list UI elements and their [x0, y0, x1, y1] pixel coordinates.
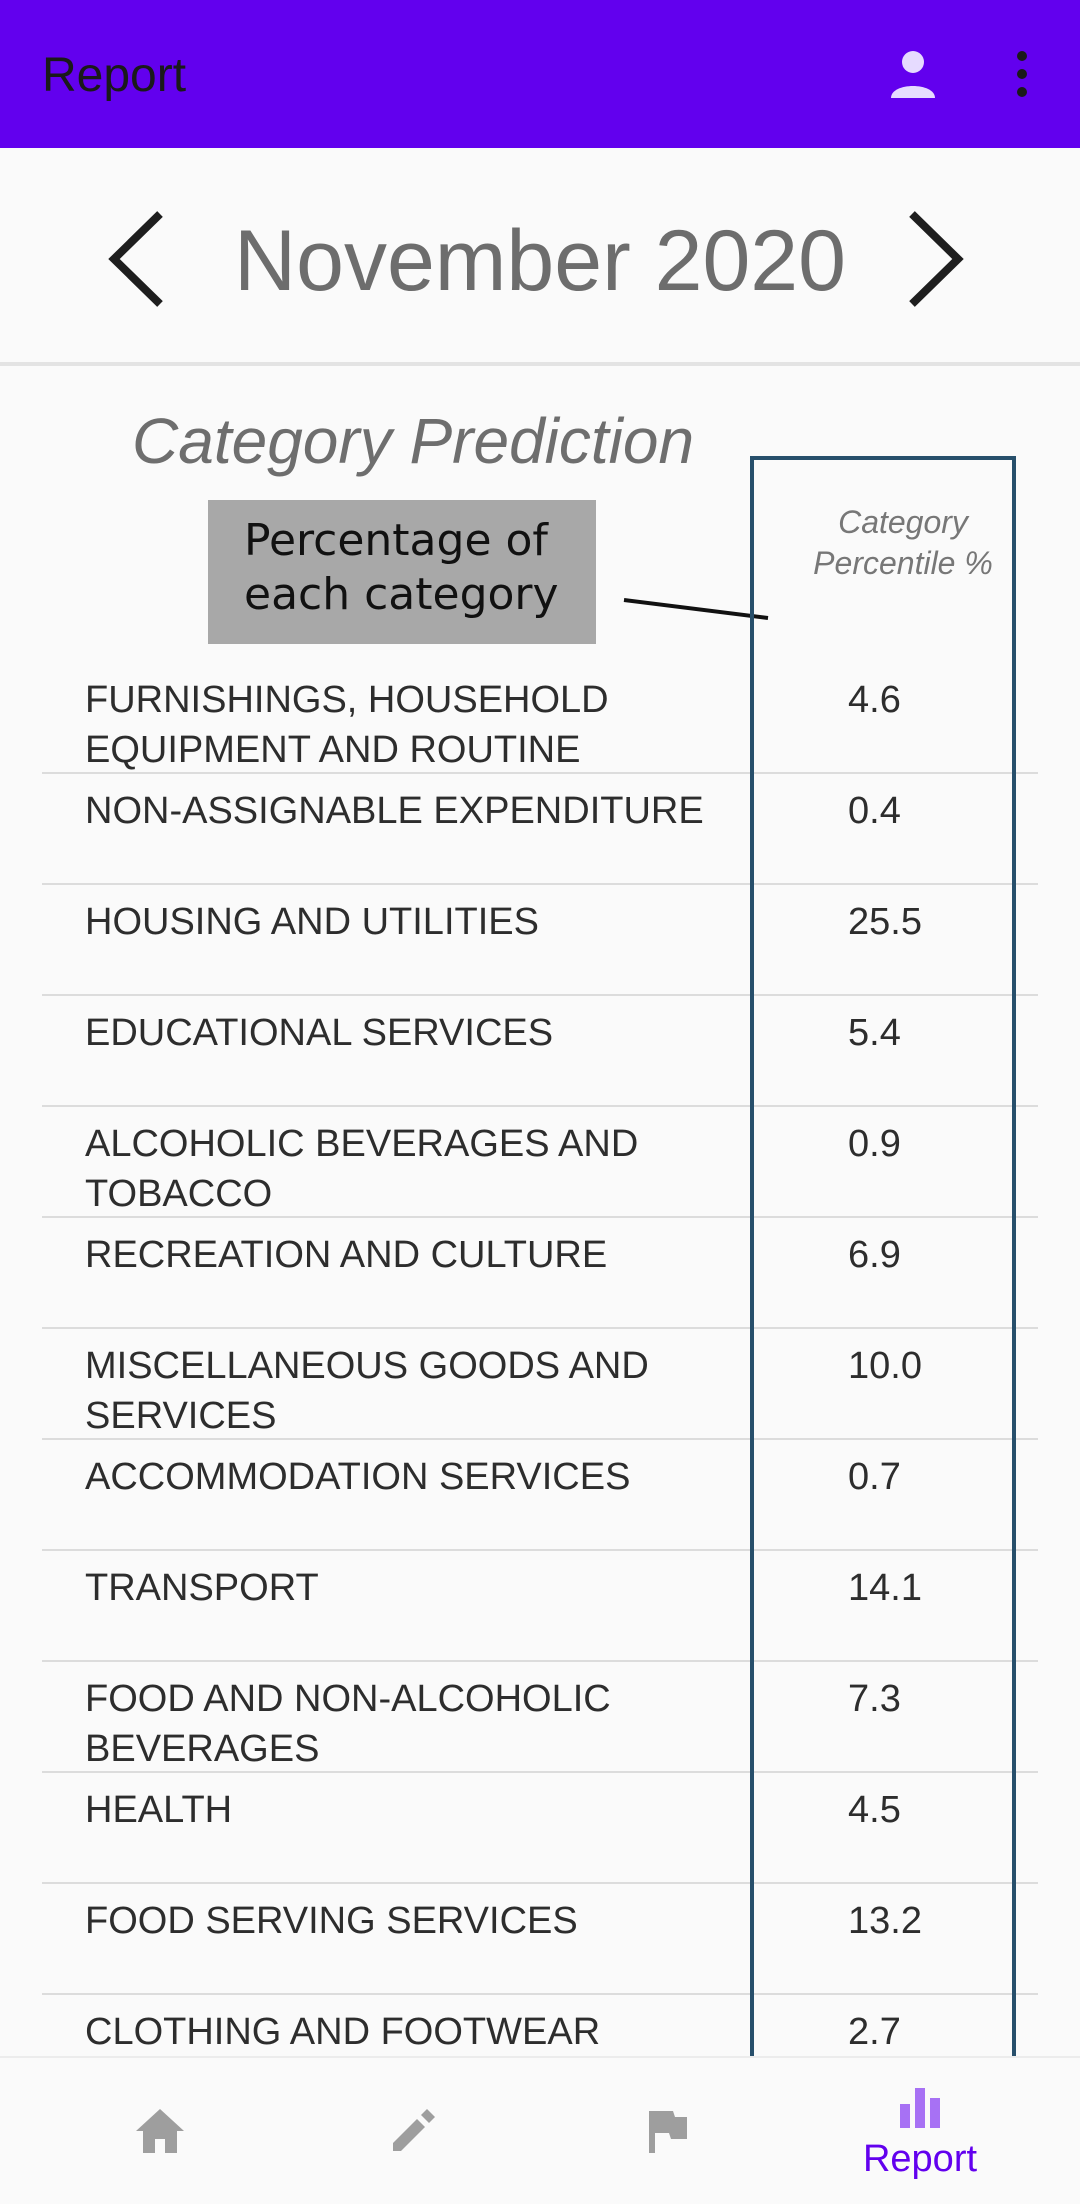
category-label: RECREATION AND CULTURE: [85, 1234, 608, 1276]
column-header-line-2: Percentile %: [813, 545, 993, 581]
section-title: Category Prediction: [132, 405, 695, 477]
column-header-line-1: Category: [838, 504, 968, 540]
category-label: NON-ASSIGNABLE EXPENDITURE: [85, 790, 704, 832]
month-label: November 2020: [234, 213, 846, 309]
table-row: FOOD SERVING SERVICES 13.2: [42, 1884, 1038, 1995]
app-title: Report: [42, 49, 187, 102]
category-label: FOOD AND NON-ALCOHOLIC BEVERAGES: [85, 1678, 611, 1770]
category-label: TRANSPORT: [85, 1567, 319, 1609]
annotation-line-2: each category: [244, 569, 559, 620]
edit-icon: [393, 2109, 435, 2151]
account-icon: [891, 51, 935, 98]
category-label: CLOTHING AND FOOTWEAR: [85, 2011, 601, 2053]
category-label: HEALTH: [85, 1789, 233, 1831]
more-options-button[interactable]: [1000, 44, 1044, 104]
category-percentile: 2.7: [848, 2011, 901, 2053]
category-label: ACCOMMODATION SERVICES: [85, 1456, 631, 1498]
table-row: TRANSPORT 14.1: [42, 1551, 1038, 1662]
category-percentile: 0.9: [848, 1123, 901, 1165]
table-row: EDUCATIONAL SERVICES 5.4: [42, 996, 1038, 1107]
category-percentile: 5.4: [848, 1012, 901, 1054]
table-row: ACCOMMODATION SERVICES 0.7: [42, 1440, 1038, 1551]
table-row: NON-ASSIGNABLE EXPENDITURE 0.4: [42, 774, 1038, 885]
table-row: MISCELLANEOUS GOODS AND SERVICES 10.0: [42, 1329, 1038, 1440]
category-label: HOUSING AND UTILITIES: [85, 901, 539, 943]
nav-report[interactable]: Report: [785, 2058, 1055, 2204]
nav-flag[interactable]: [532, 2058, 802, 2204]
flag-icon: [649, 2111, 687, 2153]
nav-home[interactable]: [25, 2058, 295, 2204]
category-label: ALCOHOLIC BEVERAGES AND TOBACCO: [85, 1123, 639, 1215]
category-percentile: 25.5: [848, 901, 922, 943]
category-label: FOOD SERVING SERVICES: [85, 1900, 578, 1942]
chevron-right-icon: [909, 211, 964, 307]
bottom-navigation: Report: [0, 2056, 1080, 2202]
next-month-button[interactable]: [892, 204, 972, 314]
column-header: Category Percentile %: [786, 502, 1020, 584]
table-row: ALCOHOLIC BEVERAGES AND TOBACCO 0.9: [42, 1107, 1038, 1218]
category-percentile: 0.4: [848, 790, 901, 832]
category-label: MISCELLANEOUS GOODS AND SERVICES: [85, 1345, 649, 1437]
chevron-left-icon: [108, 211, 163, 307]
nav-report-label: Report: [862, 2137, 978, 2180]
category-label: FURNISHINGS, HOUSEHOLD EQUIPMENT AND ROU…: [85, 679, 609, 771]
category-percentile: 14.1: [848, 1567, 922, 1609]
category-label: EDUCATIONAL SERVICES: [85, 1012, 554, 1054]
category-percentile: 6.9: [848, 1234, 901, 1276]
home-icon: [136, 2109, 184, 2153]
table-row: RECREATION AND CULTURE 6.9: [42, 1218, 1038, 1329]
annotation-pointer-line: [623, 598, 769, 620]
previous-month-button[interactable]: [100, 204, 180, 314]
more-vert-icon: [1017, 51, 1027, 97]
table-row: HEALTH 4.5: [42, 1773, 1038, 1884]
category-percentile: 4.6: [848, 679, 901, 721]
category-percentile: 4.5: [848, 1789, 901, 1831]
table-row: FOOD AND NON-ALCOHOLIC BEVERAGES 7.3: [42, 1662, 1038, 1773]
category-percentile: 10.0: [848, 1345, 922, 1387]
account-button[interactable]: [878, 44, 948, 104]
annotation-line-1: Percentage of: [244, 515, 548, 566]
category-percentile: 13.2: [848, 1900, 922, 1942]
table-row: FURNISHINGS, HOUSEHOLD EQUIPMENT AND ROU…: [42, 663, 1038, 774]
annotation-callout: Percentage of each category: [208, 500, 596, 644]
nav-edit[interactable]: [278, 2058, 548, 2204]
category-percentile: 7.3: [848, 1678, 901, 1720]
category-percentile: 0.7: [848, 1456, 901, 1498]
table-row: HOUSING AND UTILITIES 25.5: [42, 885, 1038, 996]
month-navigator: November 2020: [0, 148, 1080, 366]
app-bar: Report: [0, 0, 1080, 148]
percentile-column-highlight: [750, 456, 1016, 2086]
bar-chart-icon: [900, 2087, 940, 2128]
